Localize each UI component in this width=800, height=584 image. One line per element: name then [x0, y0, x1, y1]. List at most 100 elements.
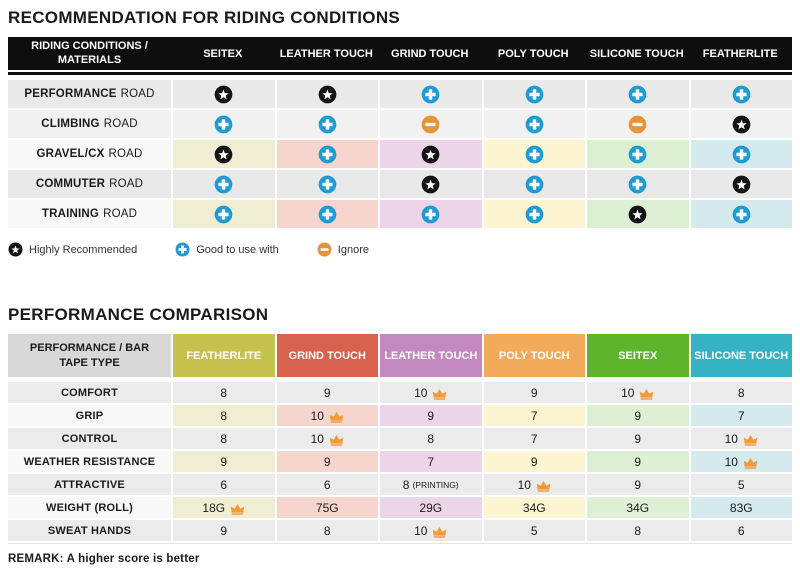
plus-icon	[214, 115, 233, 134]
score-cell: 9	[380, 405, 482, 426]
score-value: 10	[517, 477, 531, 492]
crown-icon	[230, 503, 245, 515]
score-value: 8	[634, 523, 642, 538]
score-cell: 8 (PRINTING)	[380, 474, 482, 495]
performance-row-label: WEIGHT (ROLL)	[8, 497, 171, 518]
recommendation-cell	[276, 110, 378, 138]
score-cell: 29G	[380, 497, 482, 518]
recommendation-cell	[173, 170, 275, 198]
score-value: 8	[220, 431, 228, 446]
recommendation-cell	[276, 80, 378, 108]
row-label-bold: CLIMBING	[41, 118, 100, 130]
star-icon	[214, 145, 233, 164]
plus-icon	[525, 145, 544, 164]
score-cell: 10	[690, 451, 792, 472]
score-cell: 9	[276, 382, 378, 403]
score-cell: 8	[173, 382, 275, 403]
score-value: 5	[530, 523, 538, 538]
score-value: 7	[530, 431, 538, 446]
score-value: 10	[724, 454, 738, 469]
performance-table-row: GRIP 8 10 9 7 9 7	[8, 405, 792, 426]
row-label-bold: GRAVEL/CX	[36, 148, 105, 160]
riding-column-header: LEATHER TOUCH	[279, 47, 373, 60]
star-icon	[732, 115, 751, 134]
score-value: 9	[530, 385, 538, 400]
plus-icon	[628, 85, 647, 104]
recommendation-cell	[276, 170, 378, 198]
score-suffix: (PRINTING)	[412, 479, 459, 490]
remark-note: REMARK: A higher score is better	[8, 553, 200, 565]
riding-column-header: SILICONE TOUCH	[589, 47, 684, 60]
star-icon	[421, 145, 440, 164]
performance-table-header-row: PERFORMANCE / BAR TAPE TYPE FEATHERLITE G…	[8, 334, 792, 377]
riding-column-header: SEITEX	[203, 47, 243, 60]
riding-row-label: TRAINING ROAD	[8, 200, 171, 228]
score-cell: 8	[380, 428, 482, 449]
row-label-rest: ROAD	[120, 88, 155, 100]
plus-icon	[175, 242, 190, 257]
crown-icon	[536, 480, 551, 492]
crown-icon	[743, 434, 758, 446]
score-cell: 7	[380, 451, 482, 472]
score-cell: 9	[173, 451, 275, 472]
crown-icon	[432, 526, 447, 538]
recommendation-cell	[173, 80, 275, 108]
riding-row-label: COMMUTER ROAD	[8, 170, 171, 198]
score-cell: 7	[483, 405, 585, 426]
riding-column-header: GRIND TOUCH	[391, 47, 469, 60]
score-cell: 9	[483, 382, 585, 403]
score-cell: 34G	[587, 497, 689, 518]
score-cell: 9	[587, 474, 689, 495]
score-cell: 8	[173, 405, 275, 426]
score-cell: 7	[483, 428, 585, 449]
score-cell: 8	[690, 382, 792, 403]
score-cell: 7	[690, 405, 792, 426]
score-value: 8	[323, 523, 331, 538]
row-label-rest: ROAD	[108, 148, 143, 160]
score-value: 9	[220, 523, 228, 538]
score-value: 29G	[419, 500, 443, 515]
legend-item: Ignore	[317, 242, 369, 257]
score-value: 9	[634, 431, 642, 446]
crown-icon	[432, 388, 447, 400]
score-value: 9	[530, 454, 538, 469]
crown-icon	[329, 411, 344, 423]
score-value: 18G	[202, 500, 226, 515]
recommendation-cell	[690, 110, 792, 138]
plus-icon	[421, 205, 440, 224]
recommendation-cell	[173, 110, 275, 138]
performance-header-label: PERFORMANCE / BAR TAPE TYPE	[8, 334, 171, 377]
score-value: 7	[530, 408, 538, 423]
recommendation-cell	[483, 110, 585, 138]
score-cell: 9	[276, 451, 378, 472]
score-cell: 9	[587, 451, 689, 472]
performance-column-header: POLY TOUCH	[483, 334, 585, 377]
score-value: 8	[220, 385, 228, 400]
score-value: 9	[323, 385, 331, 400]
minus-icon	[317, 242, 332, 257]
row-label-rest: ROAD	[109, 178, 144, 190]
plus-icon	[525, 85, 544, 104]
plus-icon	[318, 145, 337, 164]
score-cell: 8	[276, 520, 378, 541]
score-cell: 34G	[483, 497, 585, 518]
performance-table-row: WEATHER RESISTANCE 9 9 7 9 9 10	[8, 451, 792, 472]
riding-column-header: FEATHERLITE	[702, 47, 778, 60]
recommendation-cell	[587, 80, 689, 108]
riding-header-label: RIDING CONDITIONS / MATERIALS	[31, 39, 148, 66]
score-value: 9	[634, 477, 642, 492]
row-label-rest: ROAD	[103, 118, 138, 130]
plus-icon	[732, 85, 751, 104]
plus-icon	[525, 205, 544, 224]
riding-header-columns: SEITEX LEATHER TOUCH GRIND TOUCH POLY TOUCH…	[171, 37, 792, 70]
star-icon	[318, 85, 337, 104]
score-cell: 8	[587, 520, 689, 541]
star-icon	[421, 175, 440, 194]
plus-icon	[421, 85, 440, 104]
minus-icon	[628, 115, 647, 134]
score-value: 9	[634, 454, 642, 469]
performance-comparison-table: PERFORMANCE / BAR TAPE TYPE FEATHERLITE G…	[8, 334, 792, 544]
recommendation-cell	[587, 140, 689, 168]
score-value: 9	[427, 408, 435, 423]
score-value: 10	[310, 431, 324, 446]
